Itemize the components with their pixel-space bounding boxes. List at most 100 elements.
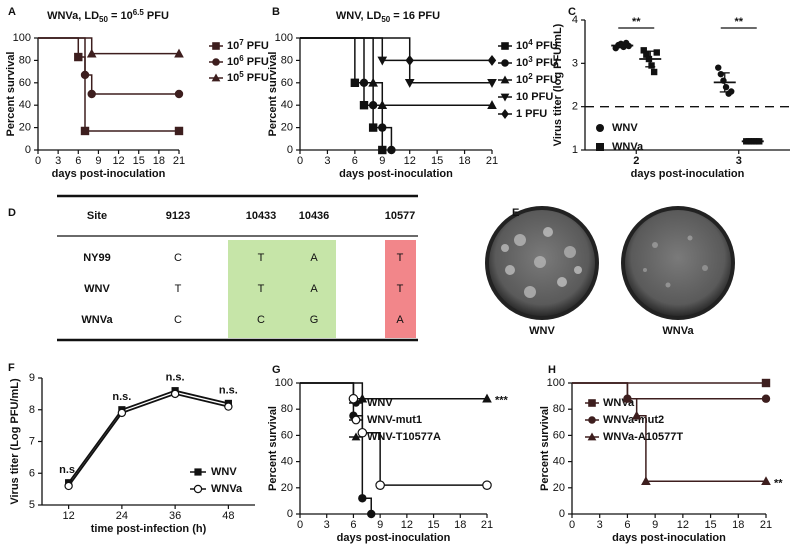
marker: [641, 476, 651, 486]
marker: [487, 100, 497, 109]
legend-marker: [351, 415, 361, 425]
text-segment: = 10: [108, 10, 133, 22]
y-tick-label: 80: [281, 54, 293, 66]
text-segment: WNV, LD: [336, 10, 381, 22]
marker: [64, 481, 73, 491]
survival-curve: [300, 37, 492, 62]
image-label: WNVa: [662, 325, 694, 337]
x-axis-label: time post-infection (h): [91, 523, 207, 535]
text-segment: 10: [516, 57, 528, 69]
y-tick-label: 0: [25, 144, 31, 156]
survival-curve: [300, 37, 393, 150]
line: [67, 392, 229, 487]
text-segment: PFU: [244, 56, 269, 68]
significance-label: ***: [495, 395, 509, 407]
x-tick-label: 0: [35, 155, 41, 167]
plate-image: [485, 206, 599, 320]
x-tick-label: 18: [454, 519, 466, 531]
x-tick-label: 3: [597, 519, 603, 531]
marker: [80, 70, 90, 80]
x-tick-label: 12: [112, 155, 124, 167]
y-tick-label: 4: [572, 14, 578, 26]
table-cell: C: [174, 314, 182, 326]
significance-label: **: [632, 16, 641, 28]
x-tick-label: 6: [350, 519, 356, 531]
row-label: WNVa: [81, 314, 113, 326]
y-tick-label: 40: [281, 456, 293, 468]
text-segment: 7: [239, 38, 244, 47]
text-segment: 10: [227, 40, 239, 52]
text-segment: 50: [381, 15, 390, 24]
text-segment: 10: [227, 56, 239, 68]
y-tick-label: 60: [281, 77, 293, 89]
x-tick-label: 0: [569, 519, 575, 531]
legend-label: 107 PFU: [227, 38, 269, 53]
survival-curve: [300, 382, 487, 400]
x-tick-label: 3: [324, 155, 330, 167]
marker: [487, 79, 497, 88]
marker: [359, 78, 369, 88]
marker: [174, 48, 184, 58]
legend-label: WNV-mut1: [367, 414, 422, 426]
legend-marker: [193, 484, 203, 494]
x-tick-label: 12: [677, 519, 689, 531]
marker: [375, 480, 385, 490]
marker: [761, 476, 771, 486]
y-axis-label: Percent survival: [267, 406, 279, 491]
y-tick-label: 6: [29, 467, 35, 479]
panel-label: C: [568, 6, 576, 18]
x-tick-label: 15: [427, 519, 439, 531]
y-tick-label: 8: [29, 404, 35, 416]
y-tick-label: 80: [281, 403, 293, 415]
table-cell: C: [174, 252, 182, 264]
legend-label: 10 PFU: [516, 91, 553, 103]
table-cell: T: [258, 283, 265, 295]
x-tick-label: 6: [352, 155, 358, 167]
legend-marker: [194, 468, 202, 476]
legend-marker: [588, 416, 596, 424]
marker: [377, 100, 388, 109]
legend-label: WNVa-A10577T: [603, 431, 683, 443]
table-header: 10436: [299, 210, 330, 222]
row-label: NY99: [83, 252, 111, 264]
x-tick-label: 3: [736, 155, 742, 167]
legend-marker: [351, 432, 361, 441]
legend-label: WNVa: [211, 483, 243, 495]
marker: [224, 402, 233, 411]
marker: [722, 83, 730, 91]
text-segment: 2: [528, 72, 533, 81]
y-tick-label: 1: [572, 144, 578, 156]
legend-marker: [501, 42, 509, 50]
chart-title: WNV, LD50 = 16 PFU: [336, 10, 440, 24]
y-tick-label: 80: [553, 403, 565, 415]
text-segment: WNVa, LD: [47, 10, 99, 22]
y-tick-label: 0: [287, 144, 293, 156]
y-tick-label: 60: [553, 429, 565, 441]
y-tick-label: 20: [281, 482, 293, 494]
legend-label: 106 PFU: [227, 54, 269, 69]
table-header: 10577: [385, 210, 416, 222]
marker: [378, 123, 387, 132]
y-tick-label: 9: [29, 372, 35, 384]
marker: [74, 52, 83, 62]
marker: [350, 78, 360, 87]
survival-curve: [572, 382, 766, 400]
y-axis-label: Percent survival: [267, 52, 279, 137]
marker: [631, 410, 642, 420]
x-tick-label: 24: [116, 510, 128, 522]
marker: [170, 389, 180, 399]
x-tick-label: 21: [173, 155, 185, 167]
text-segment: 1 PFU: [516, 108, 547, 120]
x-tick-label: 9: [95, 155, 101, 167]
legend-marker: [587, 432, 597, 441]
y-axis-label: Virus titer (log PFU/mL): [552, 23, 564, 146]
x-tick-label: 18: [153, 155, 165, 167]
legend-label: WNV: [211, 466, 237, 478]
marker: [357, 393, 368, 403]
chart-title: WNVa, LD50 = 106.5 PFU: [47, 8, 169, 24]
x-tick-label: 21: [486, 155, 498, 167]
text-segment: 3: [528, 55, 533, 64]
significance-label: **: [734, 16, 743, 28]
x-axis-label: days post-inoculation: [612, 532, 726, 544]
highlight-green: [228, 240, 336, 338]
